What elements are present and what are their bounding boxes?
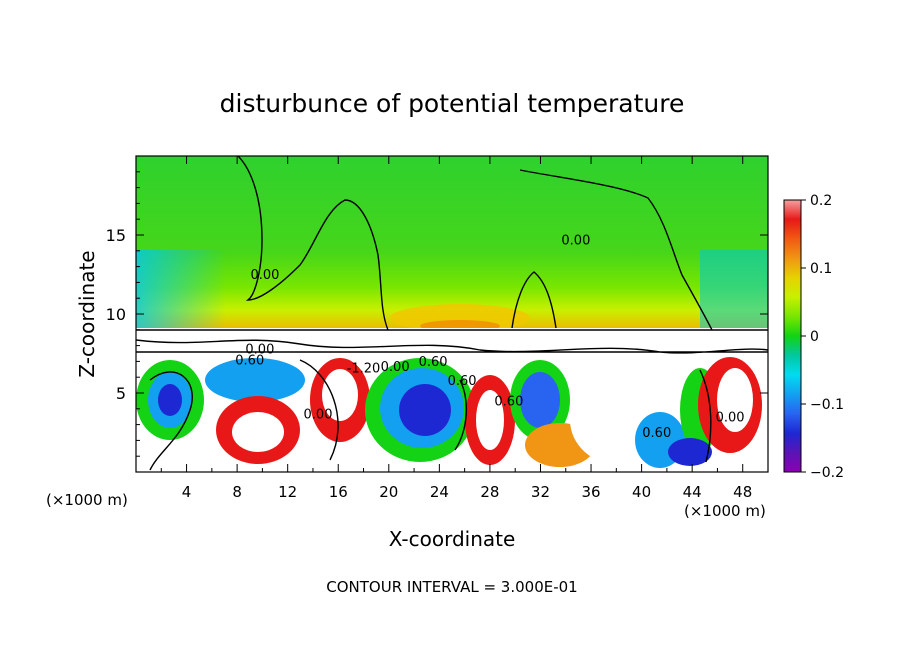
- x-tick-label: 12: [278, 483, 297, 501]
- x-tick-label: 48: [733, 483, 752, 501]
- chart-title: disturbunce of potential temperature: [220, 89, 685, 118]
- x-unit-left: (×1000 m): [46, 491, 128, 509]
- x-tick-label: 36: [581, 483, 600, 501]
- x-tick-label: 8: [232, 483, 242, 501]
- colorbar-tick-label: −0.1: [810, 397, 844, 413]
- colorbar-tick-label: 0.1: [810, 261, 832, 277]
- upper-left-cyan-band: [136, 250, 226, 330]
- contour-label-group: 0.000.000.000.60-1.20 0.600.000.600.600.0…: [235, 233, 744, 441]
- x-tick-label: 16: [329, 483, 348, 501]
- x-tick-label: 40: [632, 483, 651, 501]
- y-tick-label: 5: [116, 384, 126, 403]
- x-tick-label: 4: [182, 483, 192, 501]
- zero-contour-left: [237, 156, 389, 331]
- x-axis-label: X-coordinate: [389, 527, 516, 551]
- lower-contour-1: [149, 371, 193, 471]
- y-axis-label: Z-coordinate: [75, 250, 99, 377]
- contour-label: 0.00: [304, 407, 333, 422]
- x-axis-ticks: 4 8 12 16 20 24 28 32 36 40 44 48: [135, 156, 769, 501]
- upper-layer: [136, 156, 768, 331]
- lower-eddies: [136, 357, 762, 468]
- y-tick-label: 15: [106, 226, 126, 245]
- contour-label: 0.60: [494, 395, 523, 410]
- contour-lines: [136, 156, 768, 471]
- contour-label: 0.00: [245, 343, 274, 358]
- transition-contours: [136, 329, 768, 354]
- contour-label: 0.60: [419, 355, 448, 370]
- lower-contour-2: [299, 359, 339, 461]
- contour-label: 0.00: [381, 360, 410, 375]
- contour-label: -1.20: [347, 361, 381, 376]
- upper-right-cyan-band: [700, 250, 768, 330]
- contour-interval-footer: CONTOUR INTERVAL = 3.000E-01: [326, 578, 577, 596]
- x-tick-label: 32: [531, 483, 550, 501]
- zero-contour-right: [519, 169, 713, 331]
- colorbar-tick-label: −0.2: [810, 465, 844, 481]
- lower-contour-4: [699, 369, 712, 463]
- y-tick-label: 10: [106, 305, 126, 324]
- colorbar-tick-label: 0.2: [810, 193, 832, 209]
- x-unit-right: (×1000 m): [684, 502, 766, 520]
- y-axis-ticks: 5 10 15: [106, 171, 768, 457]
- colorbar-tick-label: 0: [810, 329, 819, 345]
- lower-contour-3: [454, 379, 468, 451]
- contour-label: 0.00: [250, 268, 279, 283]
- colorbar-ticks: 0.2 0.1 0 −0.1 −0.2: [801, 193, 844, 481]
- x-tick-label: 44: [683, 483, 702, 501]
- x-tick-label: 24: [430, 483, 449, 501]
- x-tick-label: 28: [480, 483, 499, 501]
- contour-label: 0.00: [561, 233, 590, 248]
- contour-label: 0.60: [235, 354, 264, 369]
- x-tick-label: 20: [379, 483, 398, 501]
- zero-contour-mid: [511, 271, 557, 329]
- colorbar: [783, 199, 802, 473]
- contour-label: 0.60: [642, 426, 671, 441]
- contour-label: 0.00: [716, 410, 745, 425]
- contour-label: 0.60: [448, 374, 477, 389]
- plot-field: 0.000.000.000.60-1.20 0.600.000.600.600.0…: [136, 156, 768, 472]
